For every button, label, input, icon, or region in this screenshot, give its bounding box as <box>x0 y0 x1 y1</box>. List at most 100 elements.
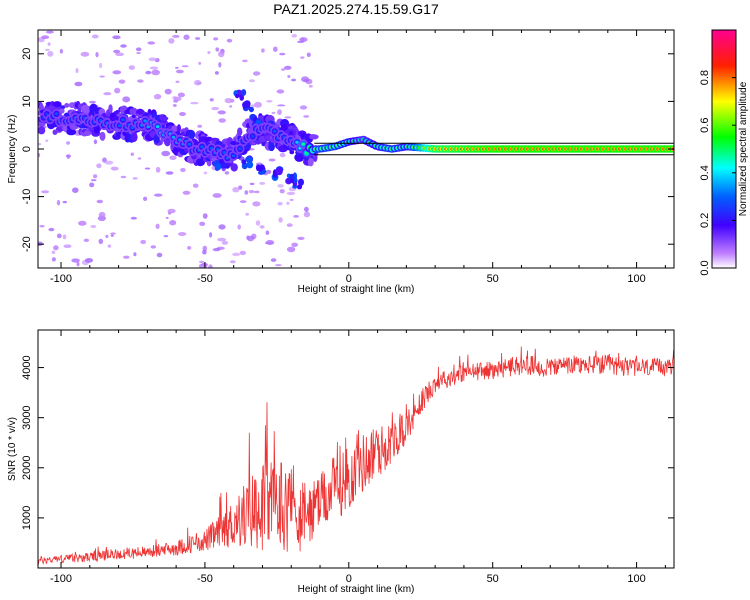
spectrogram-speckle <box>211 106 220 111</box>
spectrogram-speckle <box>130 216 137 220</box>
spectrogram-branch <box>298 178 304 186</box>
spectrogram-speckle <box>181 65 189 68</box>
spectrogram-ridge-core <box>273 129 277 133</box>
spectrogram-speckle <box>303 79 309 82</box>
spectrogram-speckle <box>115 52 124 57</box>
spectrogram-speckle <box>289 198 294 201</box>
spectrogram-speckle <box>183 34 190 40</box>
snr-marks <box>38 346 674 565</box>
spectrogram-speckle <box>286 191 296 196</box>
spectrogram-speckle <box>71 258 80 263</box>
spectrogram-speckle <box>197 82 202 85</box>
spectrogram-speckle <box>278 217 283 223</box>
colorbar-tick-label: 0.8 <box>699 70 711 85</box>
spectrogram-speckle <box>110 232 116 235</box>
spectrogram-ridge-core <box>238 147 242 151</box>
spectrogram-speckle <box>175 80 180 84</box>
spectrogram-speckle <box>199 221 206 226</box>
spectrogram-speckle <box>286 201 290 205</box>
spectrogram-speckle <box>284 116 292 119</box>
spectrogram-ytick-label: 10 <box>21 95 33 107</box>
spectrogram-speckle <box>197 124 203 128</box>
spectrogram-speckle <box>212 248 221 252</box>
spectrogram-speckle <box>277 109 282 115</box>
spectrogram-speckle <box>83 238 90 242</box>
spectrogram-speckle <box>218 62 222 68</box>
spectrogram-speckle <box>137 157 142 160</box>
spectrogram-speckle <box>218 51 225 58</box>
spectrogram-speckle <box>110 234 114 237</box>
spectrogram-speckle <box>242 59 248 63</box>
spectrogram-xtick-label: 0 <box>346 273 352 285</box>
snr-series-line <box>38 346 674 565</box>
spectrogram-speckle <box>84 258 94 263</box>
spectrogram-speckle <box>154 193 163 197</box>
spectrogram-speckle <box>245 212 249 216</box>
spectrogram-ridge-core <box>301 142 306 146</box>
spectrogram-speckle <box>265 230 270 235</box>
spectrogram-speckle <box>297 40 304 44</box>
spectrogram-branch <box>293 177 298 184</box>
spectrogram-speckle <box>165 216 169 219</box>
spectrogram-speckle <box>47 42 51 46</box>
snr-ytick-label: 3000 <box>21 405 33 429</box>
spectrogram-speckle <box>218 118 226 123</box>
spectrogram-speckle <box>255 220 261 226</box>
spectrogram-speckle <box>140 239 147 245</box>
spectrogram-speckle <box>248 189 255 194</box>
colorbar-tick-label: 0.6 <box>699 118 711 133</box>
spectrogram-speckle <box>303 211 311 218</box>
spectrogram-speckle <box>91 34 99 39</box>
spectrogram-speckle <box>281 68 286 71</box>
spectrogram-speckle <box>279 152 286 158</box>
spectrogram-speckle <box>199 260 205 263</box>
spectrogram-speckle <box>276 89 285 94</box>
colorbar-tick-label: 0.4 <box>699 165 711 180</box>
spectrogram-speckle <box>224 98 233 104</box>
spectrogram-speckle <box>265 240 275 245</box>
spectrogram-speckle <box>103 92 112 96</box>
spectrogram-speckle <box>155 223 160 229</box>
spectrogram-speckle <box>120 175 127 179</box>
spectrogram-speckle <box>244 190 249 195</box>
spectrogram-halo <box>60 108 65 114</box>
snr-xlabel: Height of straight line (km) <box>298 584 415 595</box>
snr-xtick-label: 0 <box>346 573 352 585</box>
spectrogram-branch <box>214 163 222 171</box>
spectrogram-speckle <box>75 68 79 74</box>
spectrogram-speckle <box>145 70 152 75</box>
spectrogram-speckle <box>176 69 184 74</box>
spectrogram-halo <box>99 131 106 141</box>
spectrogram-speckle <box>293 215 299 218</box>
spectrogram-speckle <box>98 211 106 218</box>
spectrogram-speckle <box>214 71 219 75</box>
spectrogram-speckle <box>229 105 233 108</box>
spectrogram-speckle <box>47 50 54 57</box>
spectrogram-speckle <box>306 52 311 58</box>
spectrogram-speckle <box>96 199 104 204</box>
spectrogram-speckle <box>286 246 296 253</box>
spectrogram-speckle <box>149 66 159 70</box>
spectrogram-speckle <box>89 100 96 104</box>
spectrogram-speckle <box>120 44 127 48</box>
spectrogram-xtick-label: 50 <box>487 273 499 285</box>
spectrogram-speckle <box>246 235 250 240</box>
spectrogram-ridge-core <box>155 125 160 129</box>
spectrogram-speckle <box>59 49 64 54</box>
spectrogram-speckle <box>261 48 265 53</box>
spectrogram-speckle <box>66 154 70 159</box>
spectrogram-speckle <box>286 223 293 228</box>
spectrogram-speckle <box>74 81 83 87</box>
spectrogram-speckle <box>48 227 55 232</box>
spectrogram-speckle <box>232 252 241 257</box>
spectrogram-ridge-core <box>187 142 192 146</box>
spectrogram-ridge-core <box>45 112 49 116</box>
spectrogram-speckle <box>279 52 286 56</box>
spectrogram-speckle <box>212 193 222 198</box>
spectrogram-speckle <box>237 224 241 230</box>
spectrogram-speckle <box>270 258 277 262</box>
spectrogram-speckle <box>177 92 185 98</box>
spectrogram-speckle <box>224 171 230 175</box>
spectrogram-speckle <box>194 37 201 40</box>
